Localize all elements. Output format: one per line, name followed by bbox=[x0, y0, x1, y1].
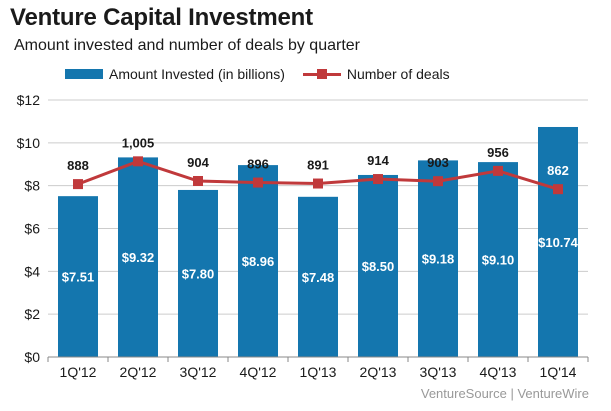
bar bbox=[178, 189, 218, 357]
deals-value-label: 914 bbox=[367, 153, 389, 168]
y-tick-label: $0 bbox=[24, 349, 40, 365]
deals-point bbox=[193, 175, 203, 186]
x-tick-label: 2Q'13 bbox=[360, 364, 397, 380]
x-tick-label: 2Q'12 bbox=[120, 364, 157, 380]
deals-value-label: 956 bbox=[487, 145, 509, 160]
x-tick-label: 4Q'12 bbox=[240, 364, 277, 380]
bar bbox=[58, 196, 98, 357]
bar-value-label: $9.32 bbox=[122, 250, 155, 265]
legend-swatch-bar bbox=[65, 69, 103, 79]
y-tick-label: $6 bbox=[24, 221, 40, 237]
deals-value-label: 891 bbox=[307, 158, 329, 173]
deals-point bbox=[373, 174, 383, 185]
deals-value-label: 896 bbox=[247, 157, 269, 172]
deals-value-label: 903 bbox=[427, 155, 449, 170]
bar-value-label: $9.18 bbox=[422, 252, 455, 267]
legend-item-amount: Amount Invested (in billions) bbox=[65, 66, 285, 82]
bar-value-label: $10.74 bbox=[538, 235, 579, 250]
x-tick-label: 4Q'13 bbox=[480, 364, 517, 380]
deals-value-label: 862 bbox=[547, 163, 569, 178]
bar-value-label: $7.48 bbox=[302, 270, 335, 285]
source-credit: VentureSource | VentureWire bbox=[420, 386, 589, 401]
bar bbox=[298, 196, 338, 357]
legend-label-amount: Amount Invested (in billions) bbox=[109, 66, 285, 82]
deals-value-label: 904 bbox=[187, 155, 209, 170]
deals-point bbox=[73, 179, 83, 190]
x-tick-label: 1Q'14 bbox=[540, 364, 577, 380]
bar-value-label: $7.80 bbox=[182, 266, 215, 281]
deals-point bbox=[433, 176, 443, 187]
deals-point bbox=[493, 165, 503, 176]
deals-value-label: 888 bbox=[67, 158, 89, 173]
x-tick-label: 1Q'12 bbox=[60, 364, 97, 380]
bar-value-label: $8.96 bbox=[242, 254, 275, 269]
y-tick-label: $10 bbox=[17, 135, 41, 151]
bar-series bbox=[58, 126, 578, 357]
bar bbox=[538, 126, 578, 357]
deals-value-label: 1,005 bbox=[122, 135, 155, 150]
chart-subtitle: Amount invested and number of deals by q… bbox=[14, 37, 360, 54]
deals-point bbox=[313, 178, 323, 189]
bar-value-label: $7.51 bbox=[62, 270, 95, 285]
y-tick-label: $4 bbox=[24, 263, 40, 279]
bar bbox=[118, 157, 158, 357]
deals-point bbox=[133, 156, 143, 167]
legend: Amount Invested (in billions) Number of … bbox=[65, 66, 450, 82]
deals-value-labels: 888 1,005 904 896 891 914 903 956 862 bbox=[67, 135, 569, 178]
deals-point bbox=[553, 184, 563, 195]
legend-swatch-line bbox=[302, 68, 341, 80]
y-tick-label: $8 bbox=[24, 178, 40, 194]
legend-item-deals: Number of deals bbox=[302, 66, 450, 82]
x-tick-label: 1Q'13 bbox=[300, 364, 337, 380]
chart-title: Venture Capital Investment bbox=[10, 4, 313, 31]
bar bbox=[238, 165, 278, 357]
x-axis-ticks: 1Q'12 2Q'12 3Q'12 4Q'12 1Q'13 2Q'13 3Q'13 4Q'13… bbox=[47, 357, 589, 380]
bar-value-label: $8.50 bbox=[362, 259, 395, 274]
x-tick-label: 3Q'13 bbox=[420, 364, 457, 380]
bar bbox=[358, 174, 398, 357]
y-tick-label: $12 bbox=[17, 92, 41, 108]
deals-point bbox=[253, 177, 263, 188]
y-axis-ticks: $0 $2 $4 $6 $8 $10 $12 bbox=[17, 92, 41, 365]
bar-value-label: $9.10 bbox=[482, 253, 515, 268]
y-tick-label: $2 bbox=[24, 306, 40, 322]
x-tick-label: 3Q'12 bbox=[180, 364, 217, 380]
bar bbox=[478, 162, 518, 357]
legend-label-deals: Number of deals bbox=[346, 66, 450, 82]
bar-value-labels: $7.51 $9.32 $7.80 $8.96 $7.48 $8.50 $9.18 $9.10… bbox=[62, 235, 579, 285]
bar bbox=[418, 160, 458, 357]
deals-line-series bbox=[73, 156, 563, 195]
